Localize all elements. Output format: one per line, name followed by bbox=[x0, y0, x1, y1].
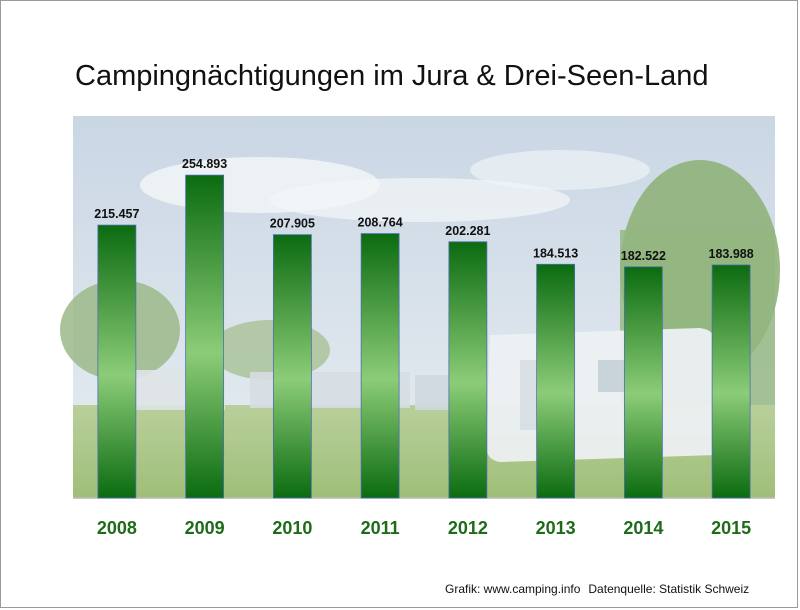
source-line: Grafik: www.camping.info Datenquelle: Sta… bbox=[445, 582, 749, 596]
x-tick-label-2013: 2013 bbox=[536, 518, 576, 538]
value-label-2008: 215.457 bbox=[94, 207, 139, 221]
value-label-2013: 184.513 bbox=[533, 246, 578, 260]
background-photo bbox=[60, 116, 780, 498]
bar-2014 bbox=[623, 266, 663, 499]
bar-2008 bbox=[97, 224, 137, 499]
bar-2015 bbox=[711, 264, 751, 499]
value-label-2009: 254.893 bbox=[182, 157, 227, 171]
value-label-2015: 183.988 bbox=[709, 247, 754, 261]
source-grafik[interactable]: Grafik: www.camping.info bbox=[445, 582, 581, 596]
x-tick-label-2010: 2010 bbox=[272, 518, 312, 538]
bar-2012 bbox=[448, 241, 488, 499]
bars-group bbox=[97, 174, 751, 499]
bar-2009 bbox=[185, 174, 225, 499]
value-label-2014: 182.522 bbox=[621, 249, 666, 263]
x-tick-label-2011: 2011 bbox=[361, 518, 400, 538]
value-labels-group: 215.457 254.893 207.905 208.764 202.281 184.5… bbox=[94, 157, 753, 263]
value-label-2011: 208.764 bbox=[358, 216, 403, 230]
x-tick-label-2008: 2008 bbox=[97, 518, 137, 538]
bar-2011 bbox=[360, 233, 400, 499]
value-label-2010: 207.905 bbox=[270, 217, 315, 231]
x-tick-label-2015: 2015 bbox=[711, 518, 751, 538]
x-tick-label-2009: 2009 bbox=[185, 518, 225, 538]
bar-2013 bbox=[536, 263, 576, 499]
value-label-2012: 202.281 bbox=[445, 224, 490, 238]
source-datenquelle: Datenquelle: Statistik Schweiz bbox=[588, 582, 750, 596]
bar-2010 bbox=[272, 234, 312, 499]
x-tick-label-2012: 2012 bbox=[448, 518, 488, 538]
year-labels-group: 2008 2009 2010 2011 2012 2013 2014 2015 bbox=[97, 518, 751, 538]
chart-title: Campingnächtigungen im Jura & Drei-Seen-… bbox=[75, 60, 709, 92]
x-tick-label-2014: 2014 bbox=[623, 518, 663, 538]
